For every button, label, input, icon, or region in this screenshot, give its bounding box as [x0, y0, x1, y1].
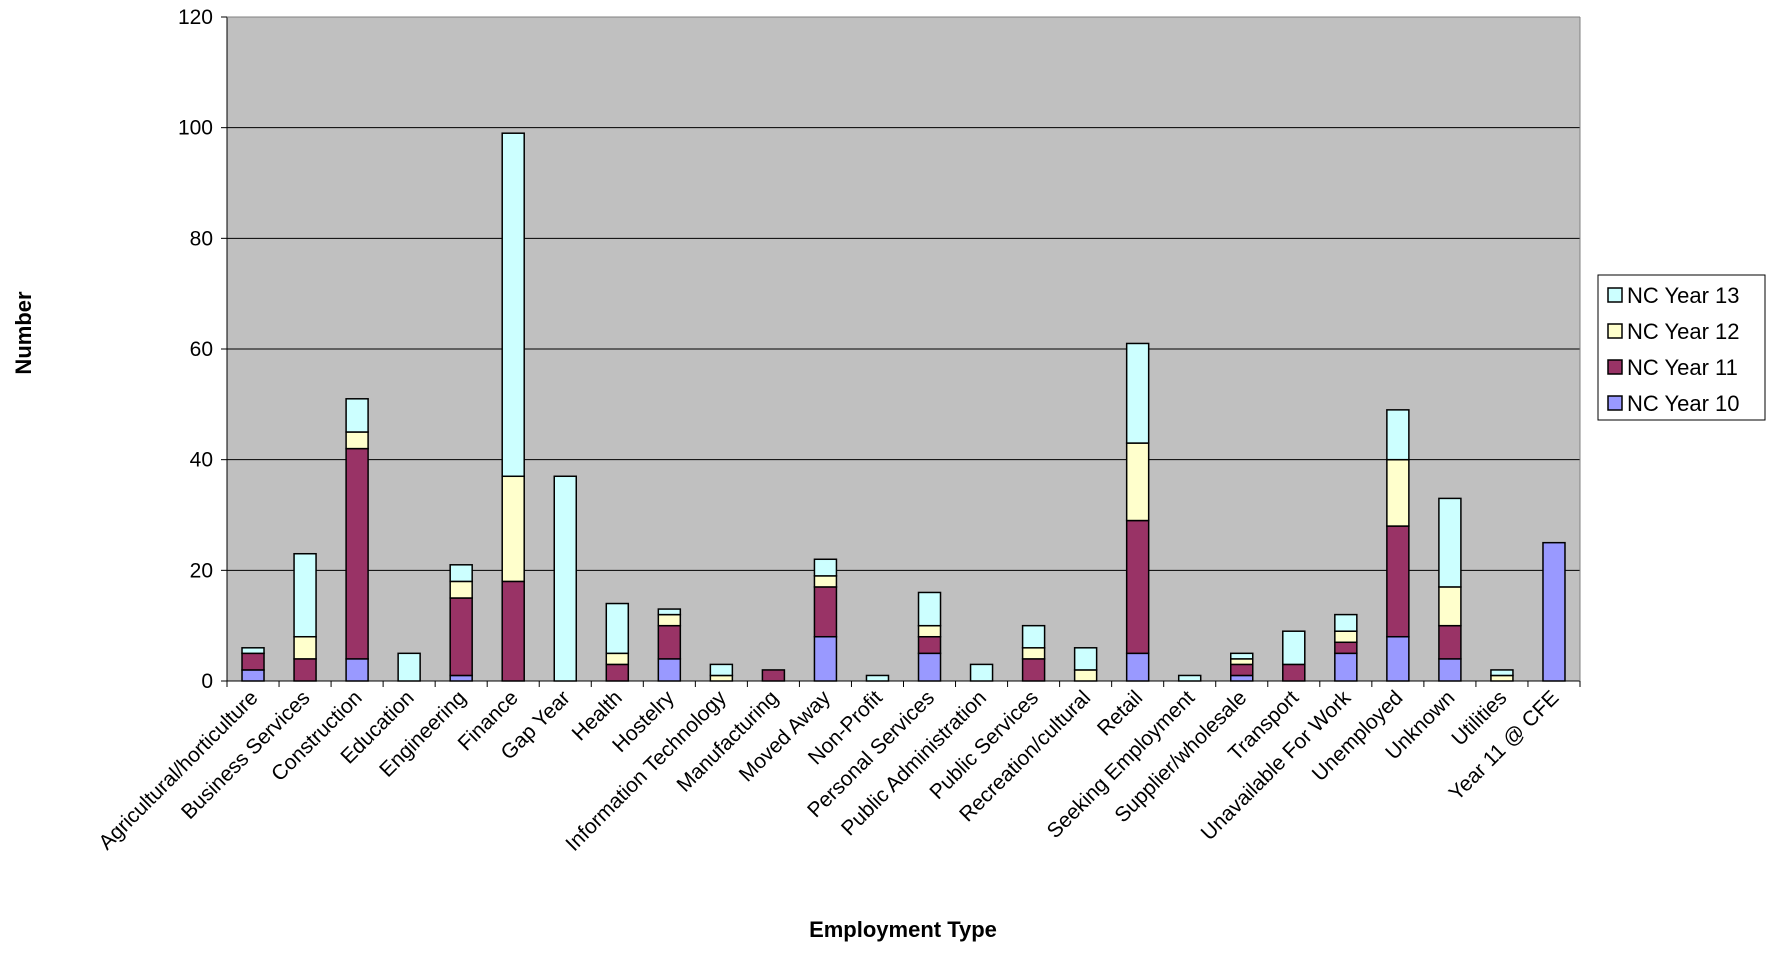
legend-label: NC Year 12 [1627, 319, 1740, 344]
bar-segment [241, 652, 265, 671]
x-axis-title: Employment Type [809, 917, 997, 942]
axes [221, 16, 1581, 687]
bar-segment [813, 635, 838, 682]
bar-segment [1438, 624, 1462, 660]
bar-segment [449, 597, 473, 677]
bar-segment [605, 602, 630, 655]
bar-segment [501, 132, 525, 478]
legend-swatch [1607, 359, 1623, 375]
bar-segment [501, 580, 525, 682]
bar-segment [1334, 630, 1358, 644]
bar-segment [761, 669, 786, 682]
bar-segment [813, 575, 838, 588]
bar-segment [1125, 652, 1150, 682]
y-tick-label: 100 [178, 117, 213, 140]
bar-segment [293, 552, 317, 638]
bar-segment [657, 624, 682, 660]
bar-segment [1021, 658, 1046, 682]
y-tick-label: 40 [190, 449, 213, 472]
bar-segment [345, 398, 369, 433]
bar-segment [709, 674, 734, 682]
bar-segment [1438, 497, 1462, 588]
bar-segment [345, 431, 369, 450]
bar-segment [1334, 652, 1358, 682]
bar-segment [345, 447, 369, 660]
legend: NC Year 13 NC Year 12 NC Year 11 NC Year 10 [1597, 274, 1766, 421]
bar-segment [917, 652, 942, 682]
bar-segment [293, 658, 317, 682]
bar-segment [1230, 674, 1254, 682]
bar-segment [1282, 663, 1306, 682]
legend-box [1597, 274, 1766, 421]
bar-segment [605, 652, 630, 666]
bar-segment [1438, 586, 1462, 627]
bar-segment [865, 674, 890, 682]
y-tick-label: 80 [190, 227, 213, 250]
legend-label: NC Year 10 [1627, 391, 1740, 416]
bar-segment [917, 624, 942, 638]
bar-segment [813, 558, 838, 577]
bar-segment [657, 658, 682, 682]
legend-swatch [1607, 395, 1623, 411]
bar-segment [1177, 674, 1202, 682]
bar-segment [293, 635, 317, 660]
bar-segment [1282, 630, 1306, 666]
bar-segment [657, 608, 682, 616]
bars [241, 132, 1566, 682]
y-tick-label: 120 [178, 6, 213, 29]
bar-segment [1386, 635, 1410, 682]
bar-segment [1230, 663, 1254, 677]
bar-segment [605, 663, 630, 682]
y-tick-label: 0 [201, 670, 213, 693]
bar-segment [1125, 519, 1150, 655]
legend-swatch [1607, 323, 1623, 339]
bar-segment [553, 475, 577, 682]
legend-label: NC Year 13 [1627, 283, 1740, 308]
bar-segment [501, 475, 525, 583]
bar-segment [1073, 647, 1098, 671]
bar-segment [1490, 674, 1514, 682]
bar-segment [1386, 409, 1410, 461]
bar-segment [917, 591, 942, 627]
bar-segment [449, 674, 473, 682]
bar-segment [1438, 658, 1462, 682]
bar-segment [917, 635, 942, 655]
bar-segment [1230, 652, 1254, 660]
bar-segment [241, 647, 265, 655]
bar-segment [1125, 442, 1150, 522]
bar-segment [1334, 613, 1358, 632]
y-axis-title: Number [11, 291, 36, 375]
bar-segment [1230, 658, 1254, 666]
bar-segment [813, 586, 838, 638]
bar-segment [709, 663, 734, 677]
bar-segment [657, 613, 682, 627]
bar-segment [1021, 624, 1046, 649]
bar-segment [1125, 342, 1150, 444]
y-tick-label: 60 [190, 338, 213, 361]
bar-segment [397, 652, 421, 682]
bar-segment [1542, 541, 1566, 682]
y-tick-labels: 0 20 40 60 80 100 120 [178, 6, 213, 693]
bar-segment [1334, 641, 1358, 655]
bar-segment [969, 663, 994, 682]
bar-segment [449, 580, 473, 599]
bar-segment [1386, 525, 1410, 638]
legend-label: NC Year 11 [1627, 355, 1738, 380]
bar-segment [241, 669, 265, 682]
legend-swatch [1607, 287, 1623, 303]
bar-segment [1073, 669, 1098, 682]
bar-segment [1021, 647, 1046, 660]
bar-segment [345, 658, 369, 682]
bar-segment [1490, 669, 1514, 677]
y-tick-label: 20 [190, 559, 213, 582]
bar-segment [1386, 458, 1410, 527]
bar-segment [449, 564, 473, 583]
